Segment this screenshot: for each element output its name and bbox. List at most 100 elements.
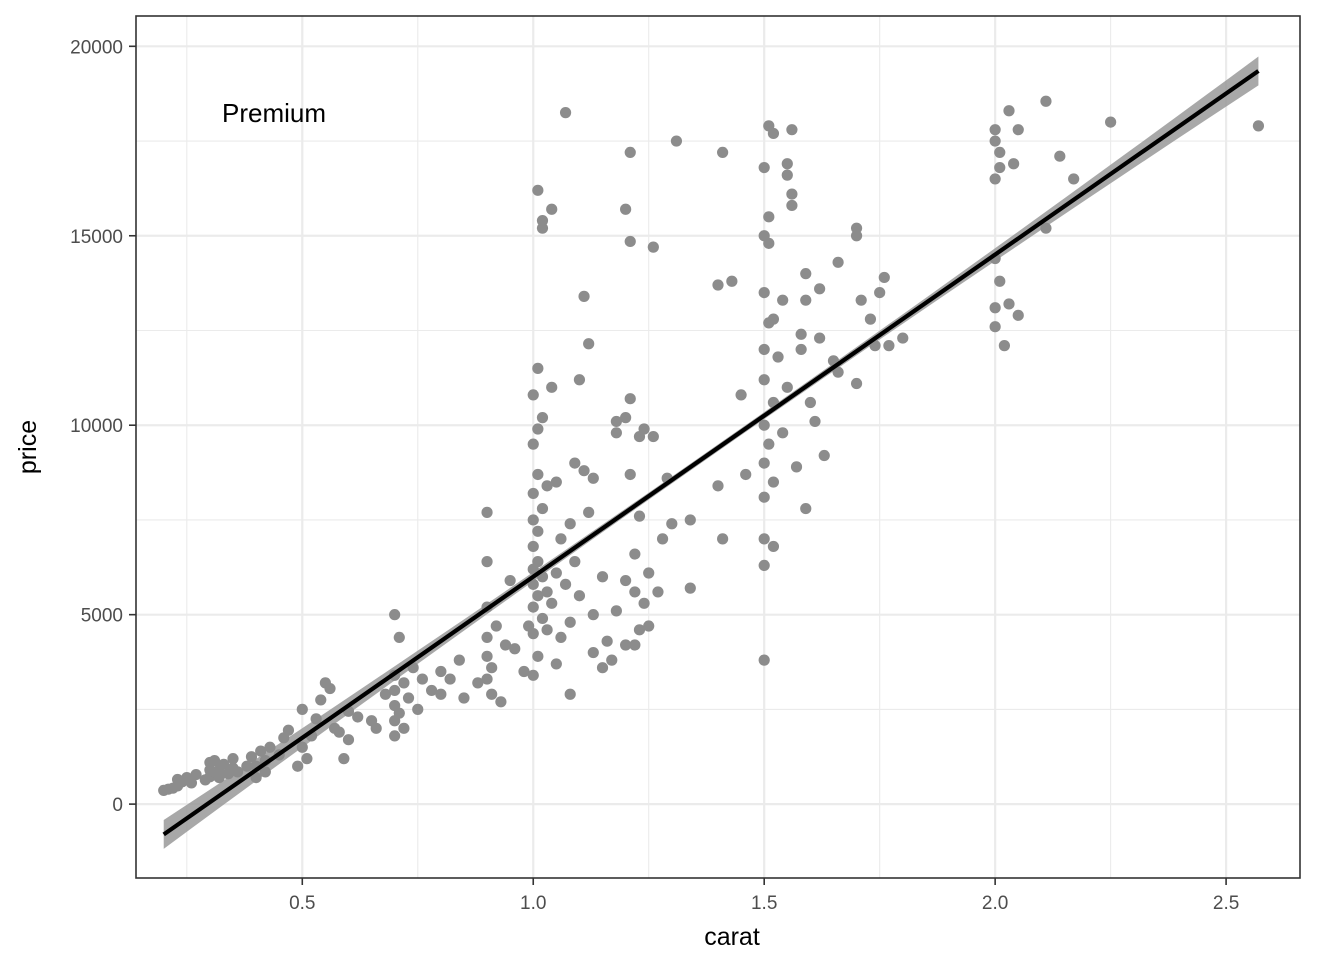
data-point (208, 754, 221, 767)
data-point (532, 556, 544, 568)
data-point (412, 703, 424, 715)
data-point (786, 188, 798, 200)
data-point (338, 753, 350, 765)
data-point (638, 597, 650, 609)
data-point (527, 487, 539, 500)
data-point (499, 639, 512, 651)
data-point (712, 480, 724, 492)
data-point (610, 427, 622, 439)
y-tick-label: 10000 (70, 416, 123, 437)
data-point (800, 268, 812, 280)
data-point (379, 688, 392, 700)
data-point (758, 161, 770, 174)
data-point (587, 646, 599, 659)
data-point (629, 548, 641, 560)
data-point (758, 374, 770, 386)
data-point (495, 696, 507, 708)
data-point (790, 461, 803, 473)
data-point (532, 362, 544, 374)
data-point (735, 389, 747, 401)
data-point (758, 287, 770, 299)
x-tick-label: 2.5 (1213, 893, 1239, 914)
data-point (292, 760, 304, 772)
data-point (583, 506, 595, 518)
data-point (994, 146, 1006, 158)
data-point (546, 381, 558, 393)
data-point (633, 510, 646, 522)
data-point (389, 609, 401, 621)
data-point (763, 438, 775, 450)
data-point (832, 256, 844, 268)
y-tick-label: 0 (112, 795, 123, 816)
data-point (227, 753, 239, 765)
data-point (541, 586, 553, 598)
data-point (989, 173, 1001, 185)
data-point (541, 480, 553, 492)
data-point (255, 745, 267, 757)
data-point (1252, 120, 1265, 132)
data-point (989, 124, 1001, 136)
data-point (264, 741, 276, 753)
data-point (583, 338, 595, 350)
data-point (864, 313, 877, 325)
y-tick-label: 5000 (81, 606, 123, 627)
data-point (818, 449, 830, 462)
data-point (527, 514, 539, 526)
data-point (532, 650, 544, 662)
data-point (564, 688, 576, 700)
data-point (315, 694, 327, 706)
data-point (758, 491, 770, 503)
data-point (301, 753, 313, 765)
data-point (389, 730, 401, 742)
data-point (684, 582, 696, 594)
data-point (333, 726, 345, 738)
data-point (994, 275, 1006, 287)
data-point (809, 415, 821, 428)
data-point (800, 502, 812, 515)
data-point (800, 294, 812, 306)
data-point (712, 279, 724, 291)
data-point (643, 567, 655, 579)
data-point (536, 222, 549, 234)
data-point (578, 465, 590, 477)
data-point (578, 290, 590, 302)
data-point (546, 597, 558, 609)
data-point (536, 502, 549, 515)
data-point (656, 533, 669, 545)
y-tick-label: 20000 (70, 37, 123, 58)
data-point (555, 533, 567, 545)
data-point (389, 684, 401, 697)
data-point (897, 332, 909, 344)
data-point (758, 419, 770, 431)
data-point (989, 135, 1001, 147)
data-point (1012, 124, 1024, 136)
data-point (486, 662, 498, 674)
data-point (620, 639, 632, 651)
data-point (758, 654, 770, 666)
data-point (850, 377, 863, 390)
data-point (629, 586, 641, 598)
data-point (666, 518, 678, 530)
data-point (587, 472, 599, 484)
data-point (527, 601, 539, 613)
data-point (633, 624, 646, 636)
data-point (504, 574, 516, 587)
data-point (786, 124, 798, 136)
data-point (490, 620, 502, 632)
data-point (435, 665, 447, 678)
data-point (629, 639, 641, 651)
data-point (398, 722, 410, 734)
data-point (647, 430, 659, 443)
data-point (763, 211, 775, 223)
data-point (550, 658, 562, 670)
data-point (370, 722, 382, 734)
data-point (767, 313, 780, 325)
data-point (643, 620, 655, 632)
data-point (402, 692, 415, 704)
data-point (393, 707, 405, 719)
data-point (532, 525, 544, 537)
data-point (527, 628, 539, 640)
data-point (569, 457, 581, 469)
data-point (190, 768, 202, 781)
data-point (1054, 150, 1066, 162)
